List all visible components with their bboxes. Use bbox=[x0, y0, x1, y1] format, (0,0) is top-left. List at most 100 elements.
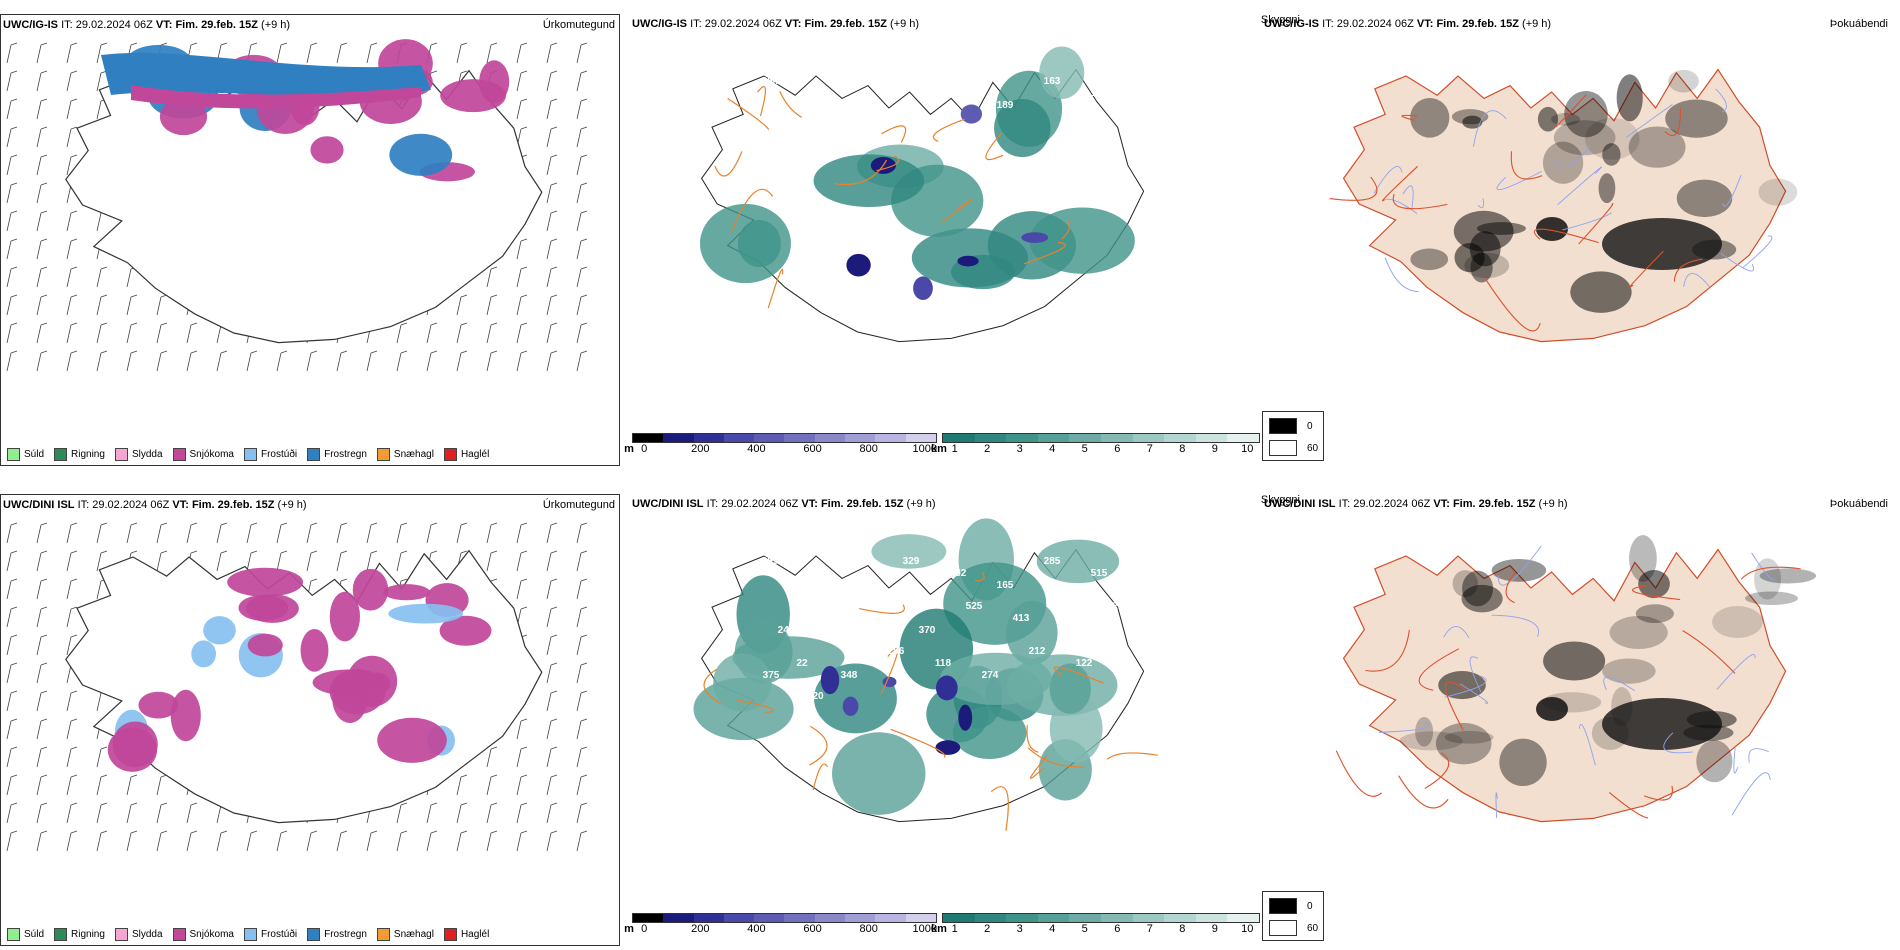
fog-index-area bbox=[1712, 606, 1763, 638]
legend-label: Frostregn bbox=[324, 929, 367, 940]
legend-swatch bbox=[243, 448, 257, 461]
visibility-area bbox=[832, 732, 926, 815]
legend-item: Slydda bbox=[114, 448, 163, 461]
colorbar-tick: 800 bbox=[859, 923, 878, 935]
colorbar-step bbox=[1195, 434, 1228, 442]
legend-item: Frostregn bbox=[307, 928, 367, 941]
legend-label: Frostregn bbox=[324, 449, 367, 460]
low-visibility-area bbox=[1021, 232, 1049, 243]
visibility-area bbox=[939, 652, 1052, 706]
visibility-value-label: 212 bbox=[1029, 646, 1046, 657]
legend-item: Frostregn bbox=[307, 448, 367, 461]
legend-label: 60 bbox=[1307, 442, 1319, 454]
legend-item: Súld bbox=[7, 448, 44, 461]
legend-label: 0 bbox=[1307, 420, 1313, 432]
fog-index-area bbox=[1452, 570, 1479, 598]
colorbar-tick: 9 bbox=[1211, 923, 1218, 935]
panel-title: UWC/IG-IS IT: 29.02.2024 06Z VT: Fim. 29… bbox=[632, 18, 920, 30]
visibility-value-label: 143 bbox=[1091, 88, 1108, 99]
legend-swatch bbox=[307, 448, 321, 461]
low-visibility-area bbox=[820, 665, 840, 695]
colorbar-step bbox=[814, 914, 846, 922]
panel-title: UWC/DINI ISL IT: 29.02.2024 06Z VT: Fim.… bbox=[1264, 498, 1568, 510]
low-visibility-area bbox=[958, 704, 973, 731]
iceland-outline bbox=[1342, 548, 1787, 823]
legend-swatch bbox=[172, 448, 186, 461]
fog-index-legend: 0 60 bbox=[1262, 411, 1324, 461]
precip-area bbox=[329, 591, 361, 642]
colorbar-step bbox=[1227, 434, 1259, 442]
colorbar-tick: 1 bbox=[951, 923, 958, 935]
colorbar-step bbox=[1037, 914, 1070, 922]
visibility-value-label: 296 bbox=[888, 646, 905, 657]
precip-area bbox=[203, 616, 236, 645]
colorbar-tick: 7 bbox=[1146, 443, 1153, 455]
fog-legend-item: 60 bbox=[1269, 440, 1323, 456]
fog-index-area bbox=[1476, 222, 1526, 235]
legend-label: Rigning bbox=[71, 449, 105, 460]
visibility-value-label: 311 bbox=[872, 613, 889, 624]
precip-area bbox=[377, 717, 447, 763]
precip-area bbox=[388, 603, 463, 624]
fog-index-area bbox=[1758, 178, 1798, 206]
colorbar-tick: 5 bbox=[1081, 443, 1088, 455]
legend-swatch bbox=[1269, 418, 1297, 434]
visibility-area bbox=[1006, 600, 1058, 665]
legend-item: Súld bbox=[7, 928, 44, 941]
colorbar-tick: 3 bbox=[1016, 923, 1023, 935]
fog-index-area bbox=[1629, 535, 1657, 582]
visibility-value-label: 285 bbox=[1044, 556, 1061, 567]
visibility-value-label: 22 bbox=[796, 658, 808, 669]
legend-label: Slydda bbox=[131, 449, 163, 460]
colorbar-tick: 6 bbox=[1114, 443, 1121, 455]
legend-swatch bbox=[54, 448, 68, 461]
road-network bbox=[1329, 94, 1703, 332]
river-network bbox=[1378, 545, 1776, 819]
legend-label: Súld bbox=[24, 929, 45, 940]
fog-index-area bbox=[1628, 126, 1686, 168]
colorbar-tick: 600 bbox=[803, 923, 822, 935]
visibility-km-colorbar: km 1 2 3 4 5 6 7 8 9 10 bbox=[931, 913, 1260, 944]
panel-field-name: Þokuábendi bbox=[1829, 498, 1888, 510]
fog-index-area bbox=[1462, 115, 1483, 129]
fog-index-area bbox=[1598, 173, 1616, 204]
visibility-value-label: 370 bbox=[919, 625, 936, 636]
visibility-area bbox=[699, 203, 791, 284]
visibility-value-label: 20 bbox=[812, 691, 824, 702]
colorbar-step bbox=[1164, 434, 1196, 442]
colorbar-step bbox=[1195, 914, 1228, 922]
colorbar-step bbox=[663, 914, 694, 922]
visibility-value-label: 282 bbox=[809, 88, 826, 99]
legend-label: Rigning bbox=[71, 929, 105, 940]
precip-area bbox=[389, 133, 453, 176]
colorbar-tick: 4 bbox=[1049, 923, 1056, 935]
precip-panel-ig: UWC/IG-IS IT: 29.02.2024 06Z VT: Fim. 29… bbox=[0, 14, 620, 466]
low-visibility-area bbox=[935, 675, 958, 701]
colorbar-tick: 10 bbox=[1241, 923, 1254, 935]
colorbar-step bbox=[845, 434, 876, 442]
precip-panel-dini: UWC/DINI ISL IT: 29.02.2024 06Z VT: Fim.… bbox=[0, 494, 620, 946]
legend-item: Haglél bbox=[443, 928, 489, 941]
legend-swatch bbox=[243, 928, 257, 941]
colorbar-tick: 1000 bbox=[912, 443, 938, 455]
visibility-value-label: 282 bbox=[1060, 625, 1077, 636]
fog-index-area bbox=[1536, 217, 1568, 241]
fog-index-area bbox=[1410, 97, 1450, 138]
visibility-value-label: 163 bbox=[1044, 76, 1061, 87]
visibility-km-colorbar: km 1 2 3 4 5 6 7 8 9 10 bbox=[931, 433, 1260, 944]
panel-field-name: Úrkomutegund bbox=[542, 499, 615, 511]
legend-label: Snæhagl bbox=[393, 449, 434, 460]
visibility-value-label: 24 bbox=[780, 145, 792, 156]
precip-area bbox=[191, 640, 217, 668]
colorbar-tick: 8 bbox=[1179, 923, 1186, 935]
fog-index-area bbox=[1499, 738, 1547, 787]
panel-field-name: Skyggni bbox=[1260, 14, 1300, 26]
visibility-m-colorbar: m 0 200 400 600 800 1000 bbox=[624, 433, 938, 944]
colorbar-tick: 10 bbox=[1241, 443, 1254, 455]
colorbar-step bbox=[974, 914, 1007, 922]
legend-swatch bbox=[7, 448, 20, 461]
legend-label: Súld bbox=[24, 449, 45, 460]
fog-index-area bbox=[1635, 604, 1674, 624]
visibility-value-label: 122 bbox=[1076, 658, 1093, 669]
fog-index-area bbox=[1444, 730, 1494, 744]
